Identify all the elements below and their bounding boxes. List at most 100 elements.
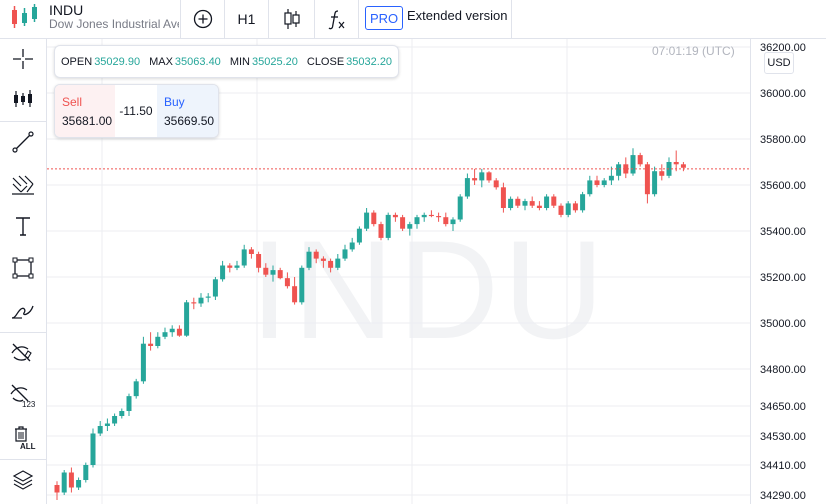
candle-body: [644, 164, 650, 195]
extended-version-link[interactable]: Extended version: [407, 8, 508, 23]
candle-body: [76, 480, 82, 488]
max-value: 35063.40: [174, 55, 221, 68]
symbol-description: Dow Jones Industrial Average: [49, 17, 179, 31]
candle-body: [630, 155, 636, 174]
candle-body: [241, 249, 247, 266]
price-tick-label: 35600.00: [760, 180, 806, 192]
candle-body: [558, 205, 564, 215]
price-tick-label: 34410.00: [760, 460, 806, 472]
indicators-fx-icon: [328, 10, 344, 30]
symbol-name[interactable]: INDU: [49, 2, 84, 18]
chart-type-button[interactable]: [269, 0, 314, 38]
interval-button[interactable]: H1: [237, 11, 256, 27]
candle-body: [400, 217, 406, 229]
min-label: MIN: [229, 55, 250, 68]
candle-body: [659, 171, 665, 176]
candle-body: [529, 201, 535, 206]
rectangle-tool-icon: [12, 257, 34, 279]
fib-tool-icon: [12, 175, 34, 195]
price-axis[interactable]: 36200.00 36000.00 35800.00 35600.00 35400.00…: [750, 39, 826, 504]
buy-price: 35669.50: [164, 114, 215, 128]
candle-body: [104, 423, 110, 426]
layers-tool[interactable]: [0, 460, 46, 500]
utc-clock: 07:01:19 (UTC): [652, 44, 735, 58]
candle-body: [486, 172, 492, 181]
candle-body: [551, 196, 557, 206]
candle-body: [508, 198, 514, 208]
candle-body: [407, 224, 413, 229]
candle-body: [61, 472, 67, 493]
candle-settings-tool[interactable]: [0, 79, 46, 119]
candle-body: [616, 164, 622, 176]
layers-icon: [12, 470, 34, 490]
crosshair-tool[interactable]: [0, 39, 46, 79]
sell-price: 35681.00: [62, 114, 113, 128]
drawing-toolbar: 123 ALL: [0, 39, 47, 504]
hide-indicators-tool[interactable]: 123: [0, 375, 46, 415]
candle-body: [464, 178, 470, 197]
currency-button[interactable]: USD: [764, 52, 794, 74]
buy-label: Buy: [164, 95, 185, 109]
sell-button[interactable]: Sell 35681.00: [55, 85, 115, 137]
price-tick-label: 35000.00: [760, 318, 806, 330]
candle-body: [248, 249, 254, 254]
candle-body: [522, 201, 528, 206]
candle-body: [608, 175, 614, 181]
hide-drawings-tool[interactable]: [0, 333, 46, 373]
buy-button[interactable]: Buy 35669.50: [157, 85, 218, 137]
candle-body: [601, 180, 607, 185]
brush-tool[interactable]: [0, 290, 46, 330]
candle-body: [450, 219, 456, 225]
candles-logo-icon: [12, 4, 37, 28]
hide-indicators-icon: 123: [10, 384, 36, 408]
candle-body: [536, 205, 542, 208]
candle-body: [155, 336, 161, 346]
candle-body: [306, 251, 312, 268]
text-tool[interactable]: [0, 206, 46, 246]
candle-body: [500, 187, 506, 208]
indicators-button[interactable]: [315, 0, 358, 38]
candle-body: [623, 164, 629, 174]
candle-body: [392, 214, 398, 218]
candle-body: [479, 172, 485, 181]
candle-body: [356, 228, 362, 243]
candle-body: [68, 472, 74, 488]
candle-body: [263, 267, 269, 275]
candle-body: [493, 180, 499, 188]
candle-body: [90, 433, 96, 465]
top-toolbar: INDU Dow Jones Industrial Average H1 PRO…: [0, 0, 826, 39]
candle-body: [299, 267, 305, 303]
remove-all-tool[interactable]: ALL: [0, 417, 46, 457]
candle-body: [457, 196, 463, 220]
candle-body: [284, 278, 290, 287]
candle-body: [364, 212, 370, 229]
candle-body: [292, 286, 298, 303]
add-compare-button[interactable]: [181, 0, 224, 38]
candle-body: [212, 279, 218, 297]
candle-body: [428, 214, 434, 217]
candle-body: [97, 426, 103, 434]
rectangle-tool[interactable]: [0, 248, 46, 288]
hide-indicators-label: 123: [22, 400, 36, 408]
candle-body: [565, 203, 571, 215]
sell-label: Sell: [62, 95, 83, 109]
fib-tool[interactable]: [0, 164, 46, 204]
candle-body: [544, 196, 550, 208]
candle-settings-icon: [14, 90, 32, 107]
price-tick-label: 36000.00: [760, 88, 806, 100]
candle-body: [140, 343, 146, 382]
candle-body: [443, 217, 449, 225]
pro-badge[interactable]: PRO: [365, 6, 404, 30]
price-tick-label: 35400.00: [760, 226, 806, 238]
candle-body: [320, 258, 326, 261]
candle-body: [133, 381, 139, 397]
candle-body: [378, 224, 384, 238]
trend-line-tool[interactable]: [0, 122, 46, 162]
candle-body: [234, 265, 240, 268]
candle-body: [119, 411, 125, 416]
spread-value: -11.50: [119, 104, 153, 118]
candle-body: [184, 302, 190, 336]
candle-body: [227, 265, 233, 268]
candle-body: [162, 332, 168, 337]
candle-body: [83, 465, 89, 480]
